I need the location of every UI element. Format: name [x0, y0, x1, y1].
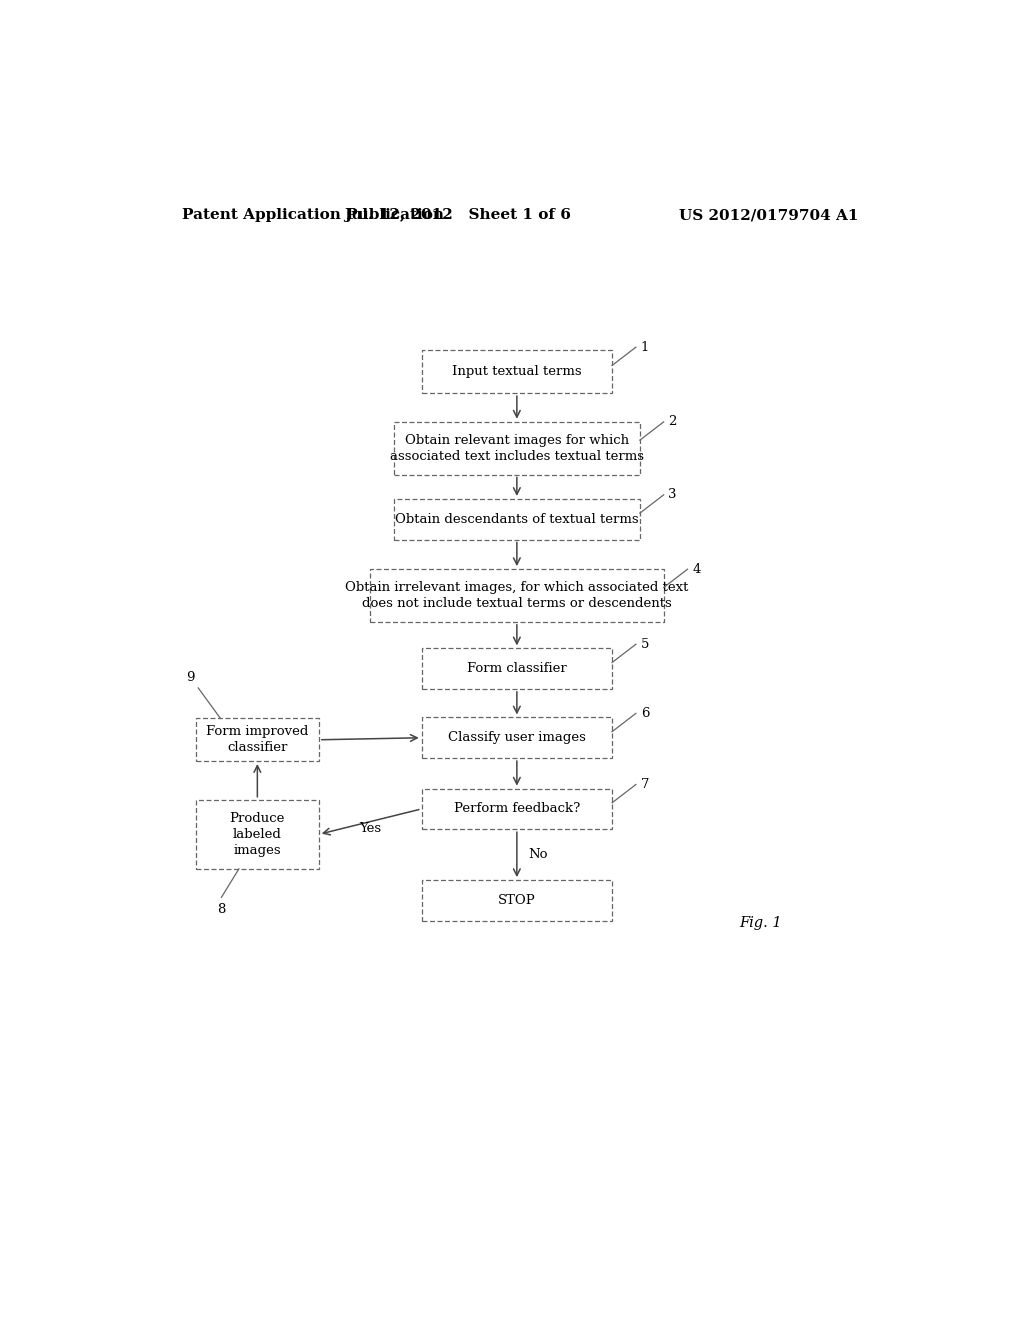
Text: Patent Application Publication: Patent Application Publication: [182, 209, 444, 222]
Text: Obtain irrelevant images, for which associated text
does not include textual ter: Obtain irrelevant images, for which asso…: [345, 581, 688, 610]
Text: Jul. 12, 2012   Sheet 1 of 6: Jul. 12, 2012 Sheet 1 of 6: [344, 209, 570, 222]
Text: 5: 5: [641, 638, 649, 651]
FancyBboxPatch shape: [422, 648, 612, 689]
Text: 9: 9: [186, 671, 195, 684]
Text: Classify user images: Classify user images: [447, 731, 586, 744]
FancyBboxPatch shape: [196, 718, 318, 762]
FancyBboxPatch shape: [422, 880, 612, 921]
Text: Form classifier: Form classifier: [467, 663, 566, 675]
Text: 1: 1: [641, 341, 649, 354]
FancyBboxPatch shape: [422, 788, 612, 829]
Text: Obtain descendants of textual terms: Obtain descendants of textual terms: [395, 512, 639, 525]
Text: Obtain relevant images for which
associated text includes textual terms: Obtain relevant images for which associa…: [390, 433, 644, 462]
Text: 7: 7: [641, 777, 649, 791]
Text: 8: 8: [217, 903, 225, 916]
FancyBboxPatch shape: [196, 800, 318, 869]
Text: Perform feedback?: Perform feedback?: [454, 803, 580, 816]
FancyBboxPatch shape: [394, 499, 640, 540]
Text: No: No: [528, 849, 548, 861]
Text: STOP: STOP: [498, 894, 536, 907]
Text: 4: 4: [692, 562, 700, 576]
FancyBboxPatch shape: [422, 351, 612, 393]
Text: 2: 2: [669, 416, 677, 429]
Text: 3: 3: [669, 488, 677, 502]
Text: Input textual terms: Input textual terms: [452, 366, 582, 379]
Text: Produce
labeled
images: Produce labeled images: [229, 812, 285, 857]
Text: US 2012/0179704 A1: US 2012/0179704 A1: [679, 209, 858, 222]
Text: Form improved
classifier: Form improved classifier: [206, 725, 308, 754]
Text: 6: 6: [641, 706, 649, 719]
FancyBboxPatch shape: [422, 718, 612, 758]
Text: Fig. 1: Fig. 1: [739, 916, 781, 929]
FancyBboxPatch shape: [394, 421, 640, 474]
Text: Yes: Yes: [359, 822, 381, 836]
FancyBboxPatch shape: [370, 569, 664, 622]
